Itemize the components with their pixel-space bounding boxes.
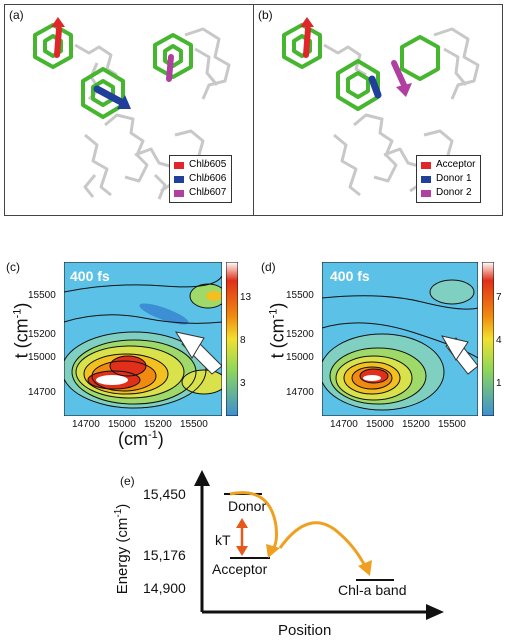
- panel-e-ylabel-close: ): [114, 503, 131, 509]
- panel-c-label: (c): [6, 260, 20, 274]
- panel-c-colorbar-tick: 13: [240, 292, 252, 303]
- panel-d-colorbar-tick: 4: [496, 335, 502, 346]
- energy-level-chla-value: 14,900: [143, 580, 186, 596]
- panel-c-ylabel-close: ): [11, 302, 32, 309]
- legend-num: 606: [209, 173, 227, 184]
- legend-item: Chl b 606: [174, 172, 226, 186]
- panel-e-ylabel-text: Energy (cm: [114, 517, 131, 595]
- energy-level-acceptor-value: 15,176: [143, 547, 186, 563]
- legend-text: Donor 2: [436, 187, 472, 198]
- panel-d-xtick: 15200: [402, 419, 430, 430]
- legend-item: Donor 2: [421, 186, 475, 200]
- legend-text: Chl: [189, 159, 205, 170]
- panel-c-colorbar: [226, 262, 238, 416]
- panel-c-ytick: 15000: [28, 352, 56, 363]
- panel-d-ylabel-text: t (cm: [267, 318, 288, 359]
- panel-d-ytick: 15000: [286, 352, 314, 363]
- panel-d-colorbar-tick: 7: [496, 292, 502, 303]
- panel-d-xtick: 15000: [366, 419, 394, 430]
- panel-c-xtick: 15200: [144, 419, 172, 430]
- panel-c-xlabel: (cm-1): [118, 429, 164, 450]
- panel-c-ytick: 15200: [28, 329, 56, 340]
- panel-d-xtick: 14700: [330, 419, 358, 430]
- legend-item: Chl b 605: [174, 158, 226, 172]
- panel-c-xlabel-close: ): [157, 429, 164, 449]
- legend-italic: b: [204, 187, 210, 198]
- panel-c-xlabel-open: (cm: [118, 429, 148, 449]
- panel-c-xtick: 15500: [180, 419, 208, 430]
- panel-b-legend: Acceptor Donor 1 Donor 2: [416, 155, 482, 203]
- legend-italic: b: [204, 173, 210, 184]
- legend-item: Chl b 607: [174, 186, 226, 200]
- panel-a-molecule-illustration: [33, 17, 231, 200]
- panel-a-label: (a): [9, 8, 24, 22]
- panel-e-energy-diagram: [194, 470, 444, 620]
- panel-d-ylabel-close: ): [267, 302, 288, 309]
- panel-d-ylabel-sup: -1: [267, 308, 280, 319]
- panel-d-label: (d): [261, 260, 276, 274]
- panel-c-colorbar-tick: 3: [240, 378, 246, 389]
- legend-text: Acceptor: [436, 159, 476, 170]
- panel-b: (b) Acceptor Donor 1 Donor 2: [253, 4, 503, 216]
- legend-num: 607: [209, 187, 227, 198]
- legend-swatch: [421, 175, 431, 183]
- legend-swatch: [174, 189, 184, 197]
- legend-item: Acceptor: [421, 158, 475, 172]
- panel-c-colorbar-tick: 8: [240, 335, 246, 346]
- legend-text: Chl: [189, 173, 205, 184]
- legend-text: Donor 1: [436, 173, 472, 184]
- panel-e-xlabel: Position: [278, 622, 332, 639]
- chla-band-label: Chl-a band: [338, 582, 407, 598]
- panel-d-ytick: 15200: [286, 329, 314, 340]
- legend-italic: b: [204, 159, 210, 170]
- panel-d-colorbar: [482, 262, 494, 416]
- kt-label: kT: [215, 532, 231, 548]
- panel-d-xtick: 15500: [438, 419, 466, 430]
- panel-e-ylabel: Energy (cm-1): [113, 489, 131, 609]
- panel-c-ytick: 14700: [28, 387, 56, 398]
- panel-d-contour-plot: [322, 262, 478, 416]
- panel-c-xtick: 15000: [108, 419, 136, 430]
- panel-a-legend: Chl b 605 Chl b 606 Chl b 607: [169, 155, 233, 203]
- panel-a: (a) Chl b 605 Chl b 606 Chl b 607: [4, 4, 254, 216]
- panel-d-colorbar-tick: 1: [496, 378, 502, 389]
- legend-swatch: [174, 175, 184, 183]
- panel-c-ylabel-sup: -1: [11, 308, 24, 319]
- panel-d-time-label: 400 fs: [330, 268, 370, 284]
- energy-level-donor-value: 15,450: [143, 486, 186, 502]
- legend-text: Chl: [189, 187, 205, 198]
- panel-e-label: (e): [120, 474, 135, 488]
- panel-c-contour-plot: [64, 262, 222, 416]
- panel-b-label: (b): [258, 8, 273, 22]
- legend-swatch: [421, 189, 431, 197]
- donor-label: Donor: [228, 498, 267, 514]
- panel-c-xtick: 14700: [72, 419, 100, 430]
- legend-item: Donor 1: [421, 172, 475, 186]
- panel-e-ylabel-sup: -1: [113, 508, 124, 518]
- legend-num: 605: [209, 159, 227, 170]
- panel-d-ytick: 14700: [286, 387, 314, 398]
- panel-c-time-label: 400 fs: [70, 268, 110, 284]
- acceptor-label: Acceptor: [212, 561, 268, 577]
- panel-c-ytick: 15500: [28, 290, 56, 301]
- legend-swatch: [421, 161, 431, 169]
- panel-c-xlabel-sup: -1: [148, 429, 158, 441]
- legend-swatch: [174, 161, 184, 169]
- panel-d-ytick: 15500: [286, 290, 314, 301]
